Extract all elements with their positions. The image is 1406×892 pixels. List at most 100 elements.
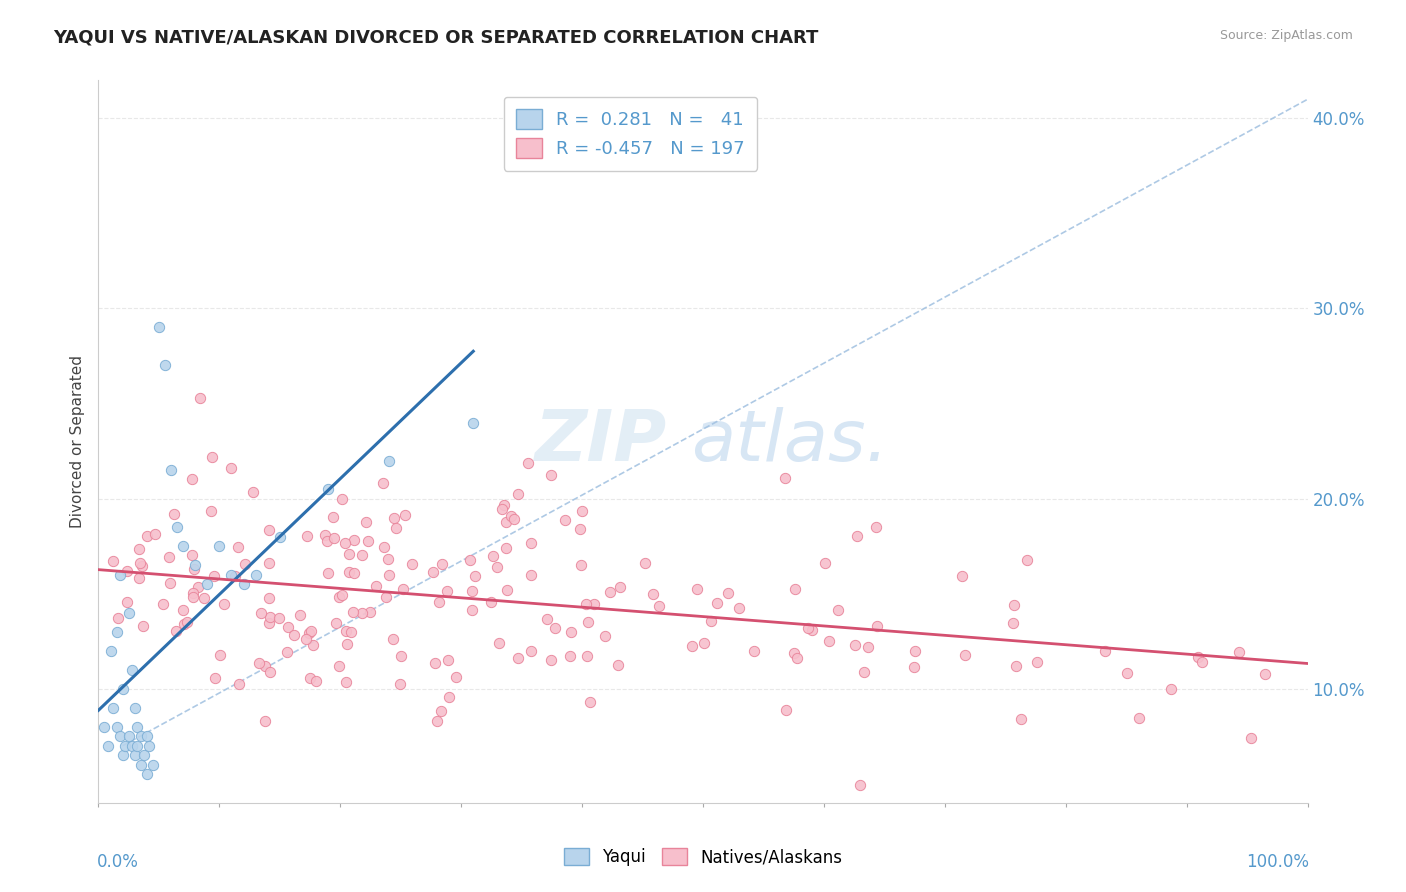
Point xyxy=(176,615,198,629)
Point xyxy=(163,508,186,522)
Text: 100.0%: 100.0% xyxy=(1246,854,1309,871)
Point xyxy=(427,595,450,609)
Point xyxy=(482,549,505,564)
Point xyxy=(250,606,273,620)
Point xyxy=(436,584,458,599)
Point xyxy=(269,530,291,544)
Point xyxy=(343,533,366,547)
Point xyxy=(105,720,128,734)
Point xyxy=(131,559,153,574)
Point xyxy=(569,558,592,573)
Point xyxy=(100,643,122,657)
Point xyxy=(479,595,502,609)
Point xyxy=(786,651,808,665)
Point xyxy=(377,552,399,566)
Point xyxy=(775,703,797,717)
Point xyxy=(866,619,889,633)
Point xyxy=(352,548,374,562)
Point xyxy=(458,553,481,567)
Point xyxy=(520,644,543,658)
Point xyxy=(160,463,183,477)
Point xyxy=(818,634,841,648)
Point xyxy=(221,567,243,582)
Point xyxy=(114,739,136,753)
Point xyxy=(142,757,165,772)
Point xyxy=(520,536,543,550)
Point xyxy=(389,648,412,663)
Point xyxy=(129,729,152,743)
Point xyxy=(432,557,454,571)
Point xyxy=(904,644,927,658)
Point xyxy=(1094,644,1116,658)
Point xyxy=(299,671,322,685)
Point xyxy=(181,548,204,562)
Point xyxy=(495,541,517,555)
Point xyxy=(575,649,598,664)
Point xyxy=(342,605,364,619)
Point xyxy=(852,665,875,679)
Point xyxy=(648,599,671,614)
Point xyxy=(101,554,124,568)
Point xyxy=(333,536,356,550)
Point xyxy=(560,625,582,640)
Point xyxy=(394,508,416,522)
Point xyxy=(337,547,360,561)
Point xyxy=(382,511,405,525)
Point xyxy=(371,475,394,490)
Point xyxy=(460,584,482,599)
Point xyxy=(242,484,264,499)
Point xyxy=(181,472,204,486)
Point xyxy=(124,700,146,714)
Point xyxy=(107,611,129,625)
Point xyxy=(314,528,336,542)
Point xyxy=(299,624,322,638)
Point xyxy=(686,582,709,597)
Point xyxy=(517,456,540,470)
Point xyxy=(143,526,166,541)
Point xyxy=(540,653,562,667)
Point xyxy=(208,648,231,662)
Point xyxy=(108,567,131,582)
Point xyxy=(375,591,398,605)
Point xyxy=(520,568,543,582)
Text: YAQUI VS NATIVE/ALASKAN DIVORCED OR SEPARATED CORRELATION CHART: YAQUI VS NATIVE/ALASKAN DIVORCED OR SEPA… xyxy=(53,29,818,46)
Point xyxy=(247,657,270,671)
Point xyxy=(195,577,218,591)
Point xyxy=(401,557,423,571)
Point xyxy=(259,610,281,624)
Point xyxy=(506,651,529,665)
Point xyxy=(153,359,176,373)
Point xyxy=(461,603,484,617)
Point xyxy=(134,748,156,763)
Point xyxy=(1227,645,1250,659)
Point xyxy=(277,620,299,634)
Point xyxy=(157,549,180,564)
Point xyxy=(253,659,276,673)
Point xyxy=(328,590,350,604)
Point xyxy=(849,778,872,792)
Point xyxy=(166,520,188,534)
Point xyxy=(643,587,665,601)
Point xyxy=(1115,666,1137,681)
Point xyxy=(200,504,222,518)
Point xyxy=(152,597,174,611)
Point xyxy=(288,608,311,623)
Point xyxy=(193,591,215,606)
Point xyxy=(295,529,318,543)
Point xyxy=(257,591,280,606)
Text: atlas.: atlas. xyxy=(690,407,889,476)
Point xyxy=(571,504,593,518)
Point xyxy=(568,523,591,537)
Point xyxy=(127,739,149,753)
Point xyxy=(439,690,461,704)
Point xyxy=(224,569,246,583)
Point xyxy=(599,584,621,599)
Point xyxy=(463,416,485,430)
Point xyxy=(323,531,346,545)
Point xyxy=(706,596,728,610)
Point xyxy=(1253,667,1275,681)
Point xyxy=(422,565,444,579)
Point xyxy=(148,320,170,334)
Point xyxy=(245,567,267,582)
Point xyxy=(128,542,150,557)
